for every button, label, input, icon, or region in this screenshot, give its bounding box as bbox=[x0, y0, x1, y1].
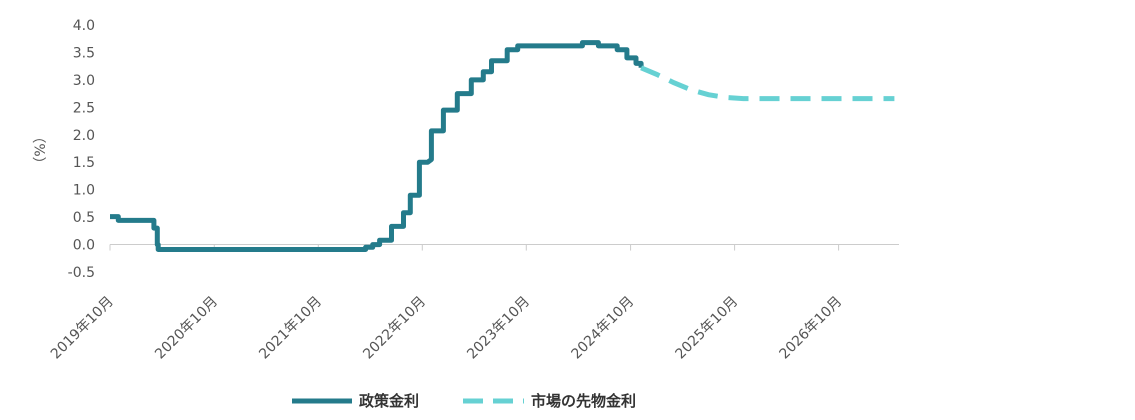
y-tick-label: 3.5 bbox=[73, 45, 95, 61]
x-tick-label: 2025年10月 bbox=[673, 294, 742, 363]
x-tick-label: 2026年10月 bbox=[777, 294, 846, 363]
legend-label-market-futures-rate: 市場の先物金利 bbox=[531, 392, 636, 410]
x-tick-label: 2020年10月 bbox=[152, 294, 221, 363]
x-tick-label: 2022年10月 bbox=[360, 294, 429, 363]
y-tick-label: 1.5 bbox=[73, 155, 95, 171]
legend: 政策金利 市場の先物金利 bbox=[292, 392, 636, 410]
x-tick-marks bbox=[109, 244, 840, 251]
series-line-policy-rate bbox=[110, 40, 644, 252]
x-tick-label: 2024年10月 bbox=[569, 294, 638, 363]
y-tick-label: 2.0 bbox=[73, 128, 95, 144]
y-tick-label: 4.0 bbox=[73, 18, 95, 34]
y-tick-labels: 4.0 3.5 3.0 2.5 2.0 1.5 1.0 0.5 0.0 -0.5 bbox=[68, 18, 95, 281]
legend-label-policy-rate: 政策金利 bbox=[359, 392, 419, 410]
y-tick-label: 1.0 bbox=[73, 183, 95, 199]
y-tick-label: -0.5 bbox=[68, 265, 95, 281]
y-tick-label: 2.5 bbox=[73, 100, 95, 116]
y-tick-label: 3.0 bbox=[73, 73, 95, 89]
x-tick-label: 2019年10月 bbox=[48, 294, 117, 363]
series-line-market-futures-rate bbox=[640, 65, 895, 102]
y-tick-label: 0.0 bbox=[73, 238, 95, 254]
y-axis-label: （%） bbox=[33, 129, 49, 170]
x-tick-label: 2021年10月 bbox=[256, 294, 325, 363]
x-tick-label: 2023年10月 bbox=[464, 294, 533, 363]
x-tick-labels: 2019年10月 2020年10月 2021年10月 2022年10月 2023年10月… bbox=[48, 294, 846, 363]
y-tick-label: 0.5 bbox=[73, 210, 95, 226]
